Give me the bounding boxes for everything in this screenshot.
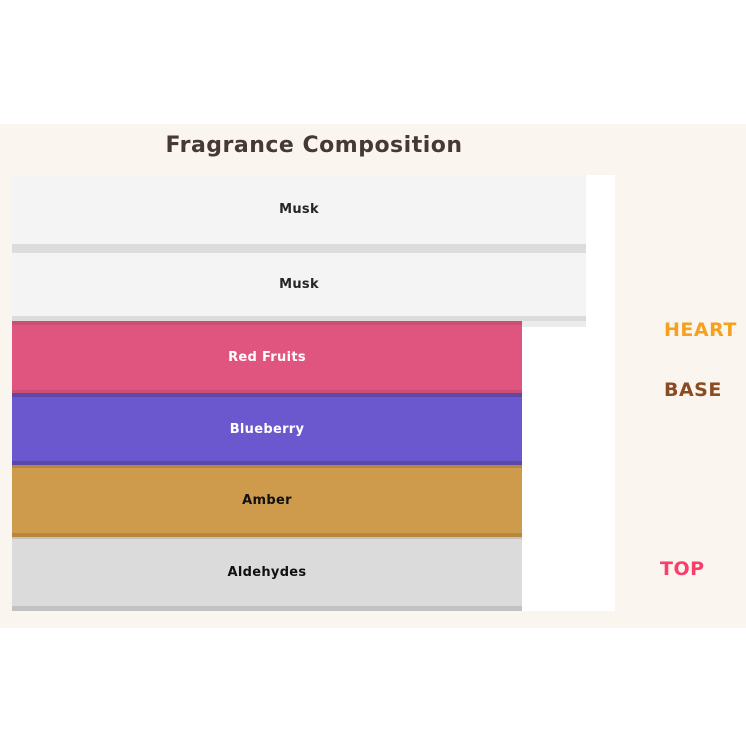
bar-red-fruits: Red Fruits [12,321,522,393]
chart-title: Fragrance Composition [165,133,463,158]
plot-area: Musk Musk Red Fruits Blueberry Amber Aldehyde… [12,175,615,611]
group-label-base: BASE [664,379,722,401]
group-label-heart: HEART [664,319,737,341]
bar-aldehydes: Aldehydes [12,537,522,611]
bar-musk: Musk [12,175,586,253]
chart-panel: Fragrance Composition Musk Musk Red Fruits… [0,124,746,628]
group-label-top: TOP [660,558,705,580]
bar-musk: Musk [12,253,586,321]
bar-blueberry: Blueberry [12,393,522,465]
bar-amber: Amber [12,465,522,537]
